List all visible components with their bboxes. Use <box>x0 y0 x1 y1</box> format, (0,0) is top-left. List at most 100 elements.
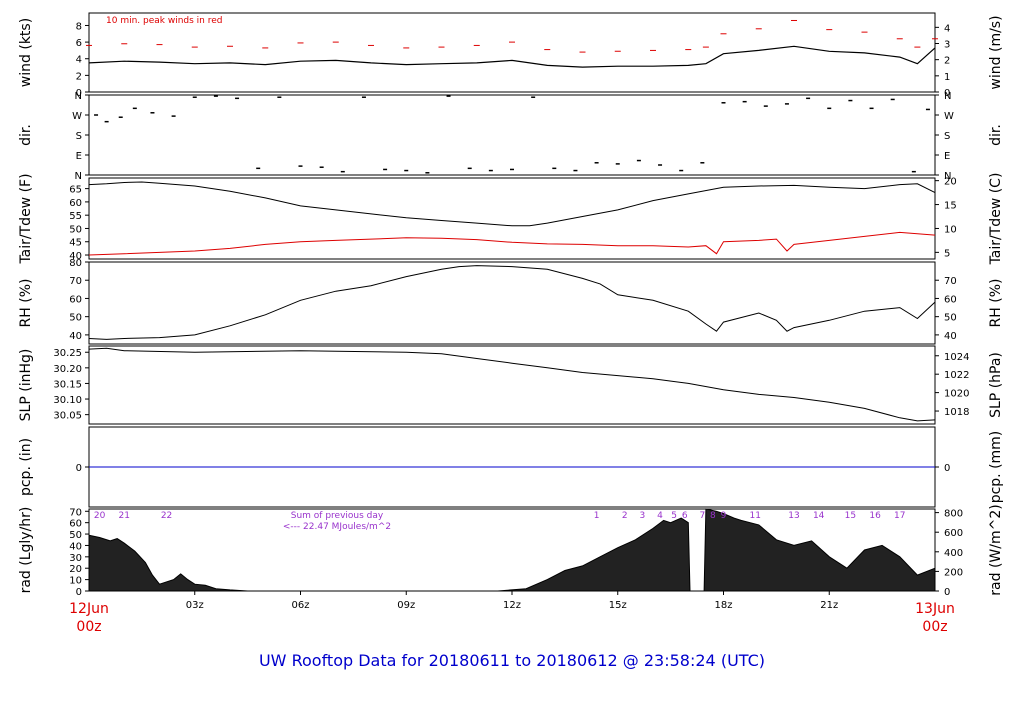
temperature-ytick-label-right: 5 <box>944 248 950 259</box>
slp-ytick-label: 30.05 <box>53 411 82 422</box>
time-tick-label: 09z <box>397 600 415 611</box>
temperature-ylabel-right: Tair/Tdew (C) <box>988 173 1004 266</box>
wind-frame <box>88 12 936 93</box>
radiation-hour-label: 15 <box>845 511 856 521</box>
temperature-ytick-label: 45 <box>69 238 82 249</box>
rh-ytick-label-right: 40 <box>944 331 957 342</box>
direction-frame <box>88 94 936 176</box>
direction-ytick-label-right: N <box>944 91 951 102</box>
time-tick-label: 12z <box>503 600 521 611</box>
direction-ytick-label: S <box>76 131 82 142</box>
radiation-ytick-label-right: 400 <box>944 548 963 559</box>
slp-ytick-label: 30.15 <box>53 379 82 390</box>
radiation-hour-label: 6 <box>682 511 688 521</box>
temperature-ytick-label: 60 <box>69 198 82 209</box>
radiation-hour-label: 8 <box>710 511 716 521</box>
direction-ylabel: dir. <box>18 124 34 146</box>
end-time-label: 00z <box>922 619 947 635</box>
start-time-label: 00z <box>76 619 101 635</box>
rh-line <box>88 265 936 340</box>
radiation-ytick-label: 60 <box>69 519 82 530</box>
wind-ytick-label-right: 3 <box>944 40 950 51</box>
time-tick-label: 21z <box>820 600 838 611</box>
radiation-ytick-label: 20 <box>69 564 82 575</box>
radiation-ytick-label-right: 600 <box>944 528 963 539</box>
panel-precip: 0 0 pcp. (in) pcp. (mm) <box>18 426 1004 508</box>
radiation-hour-label: 13 <box>788 511 799 521</box>
time-axis: 03z 06z 09z 12z 15z 18z 21z 12Jun 00z 13Jun 00z <box>69 591 955 635</box>
direction-ytick-label-right: E <box>944 151 950 162</box>
wind-ytick-label: 2 <box>76 71 82 82</box>
temperature-ytick-label: 55 <box>69 211 82 222</box>
wind-ytick-label: 8 <box>76 21 82 32</box>
wind-ytick-label-right: 1 <box>944 72 950 83</box>
direction-ytick-label: E <box>76 151 82 162</box>
temperature-tdew-line <box>88 231 936 256</box>
wind-ytick-label: 6 <box>76 38 82 49</box>
radiation-ytick-label: 70 <box>69 507 82 518</box>
radiation-ytick-label: 40 <box>69 541 82 552</box>
time-tick-label: 06z <box>292 600 310 611</box>
radiation-sum-value: <--- 22.47 MJoules/m^2 <box>283 522 391 532</box>
panel-temperature: 40 45 50 55 60 65 5 10 15 20 Tair/Tdew (F) Tair/Tde… <box>18 173 1004 266</box>
radiation-hour-label: 11 <box>749 511 760 521</box>
radiation-ytick-label: 10 <box>69 576 82 587</box>
temperature-frame <box>88 177 936 260</box>
slp-ytick-label-right: 1020 <box>944 389 969 400</box>
slp-ytick-label-right: 1018 <box>944 407 969 418</box>
radiation-hour-label: 7 <box>699 511 705 521</box>
radiation-hour-label: 5 <box>671 511 677 521</box>
radiation-hour-label: 22 <box>161 511 172 521</box>
radiation-hour-label: 3 <box>640 511 646 521</box>
wind-ytick-label-right: 0 <box>944 88 950 99</box>
wind-ytick-label: 0 <box>76 88 82 99</box>
radiation-ytick-label-right: 200 <box>944 567 963 578</box>
slp-frame <box>88 345 936 425</box>
radiation-area <box>88 508 936 592</box>
time-tick-label: 18z <box>715 600 733 611</box>
rh-frame <box>88 261 936 345</box>
radiation-hour-label: 21 <box>119 511 130 521</box>
temperature-ytick-label: 40 <box>69 251 82 262</box>
wind-ytick-label-right: 2 <box>944 56 950 67</box>
slp-ytick-label: 30.10 <box>53 395 82 406</box>
chart-title: UW Rooftop Data for 20180611 to 20180612… <box>259 651 765 670</box>
time-tick-label: 15z <box>609 600 627 611</box>
rh-ytick-label: 80 <box>69 258 82 269</box>
radiation-hour-label: 1 <box>594 511 600 521</box>
wind-ylabel: wind (kts) <box>18 18 34 87</box>
slp-ytick-label: 30.25 <box>53 348 82 359</box>
precip-ylabel: pcp. (in) <box>18 438 34 496</box>
rh-ytick-label-right: 60 <box>944 294 957 305</box>
panel-rh: 40 50 60 70 80 40 50 60 70 RH (%) RH (%) <box>18 258 1004 345</box>
direction-ytick-label-right: N <box>944 171 951 182</box>
radiation-hour-label: 17 <box>894 511 905 521</box>
rh-ytick-label: 60 <box>69 294 82 305</box>
slp-ylabel: SLP (inHg) <box>18 349 34 422</box>
slp-line <box>88 347 936 422</box>
direction-ytick-label-right: W <box>944 111 954 122</box>
wind-ytick-label: 4 <box>76 55 82 66</box>
temperature-ylabel: Tair/Tdew (F) <box>18 173 34 264</box>
rh-ytick-label-right: 50 <box>944 313 957 324</box>
radiation-hour-label: 20 <box>94 511 106 521</box>
panel-slp: 30.05 30.10 30.15 30.20 30.25 1018 1020 1022 102… <box>18 345 1004 425</box>
radiation-hour-label: 16 <box>869 511 881 521</box>
wind-annotation: 10 min. peak winds in red <box>106 16 223 26</box>
slp-ylabel-right: SLP (hPa) <box>988 352 1004 418</box>
radiation-ylabel: rad (Lgly/hr) <box>18 507 34 594</box>
direction-ylabel-right: dir. <box>988 124 1004 146</box>
rh-ytick-label: 40 <box>69 331 82 342</box>
temperature-ytick-label-right: 10 <box>944 224 957 235</box>
time-tick-label: 03z <box>186 600 204 611</box>
temperature-tair-line <box>88 181 936 227</box>
temperature-ytick-label: 65 <box>69 185 82 196</box>
end-date-label: 13Jun <box>915 601 955 617</box>
slp-ytick-label-right: 1022 <box>944 370 969 381</box>
rh-ytick-label-right: 70 <box>944 276 957 287</box>
temperature-ytick-label: 50 <box>69 224 82 235</box>
